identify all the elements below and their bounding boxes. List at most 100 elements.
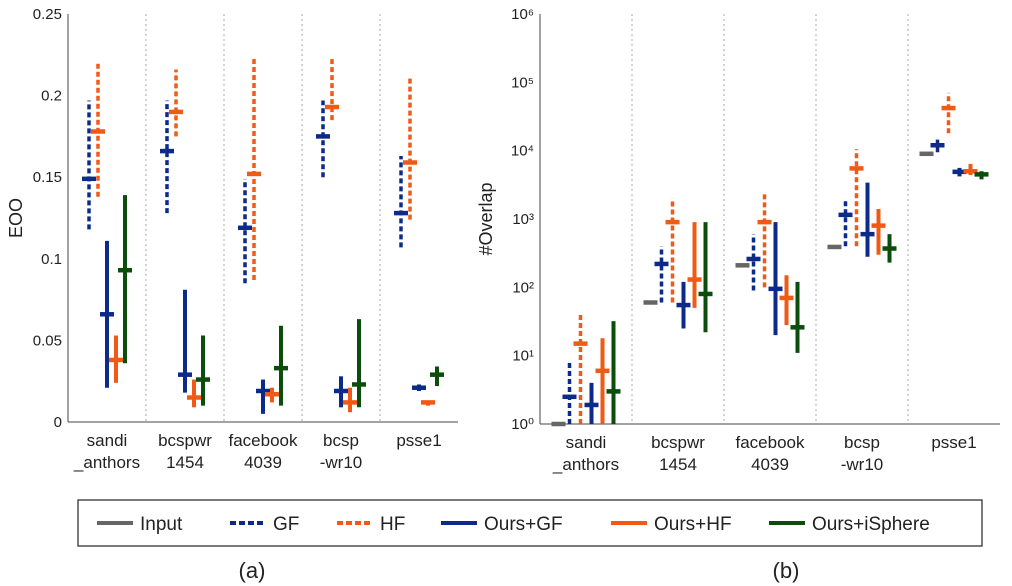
mark-ours-hf: [265, 387, 279, 403]
mark-gf: [238, 178, 252, 284]
legend-item-ours-hf: Ours+HF: [611, 514, 732, 535]
panel-a-eoo-chart: 0 0.05 0.1 0.15 0.2 0.25 EOO sandi _anthors bcspw…: [6, 6, 458, 472]
mark-ours-hf: [187, 379, 201, 408]
y-tick-label: 0.15: [33, 169, 62, 186]
mark-ours-gf: [334, 376, 348, 408]
panel-a-label: (a): [239, 558, 266, 583]
mark-ours-isphere: [352, 319, 366, 408]
legend-item-gf: GF: [230, 514, 299, 535]
mark-ours-isphere: [882, 234, 897, 263]
legend-item-ours-isphere: Ours+iSphere: [769, 514, 930, 535]
mark-hf: [169, 69, 183, 137]
y-tick-label: 10³: [512, 211, 534, 228]
mark-hf: [325, 58, 339, 121]
category-label: psse1: [396, 431, 441, 450]
legend-item-hf: HF: [337, 514, 405, 535]
category-label: -wr10: [841, 455, 884, 474]
category-label: facebook: [229, 431, 298, 450]
mark-hf: [941, 92, 956, 134]
mark-gf: [746, 234, 761, 291]
legend-label: Ours+iSphere: [812, 514, 930, 535]
y-tick-label: 10⁰: [511, 416, 534, 433]
mark-gf: [394, 155, 408, 248]
y-tick-label: 10²: [512, 279, 534, 296]
mark-ours-isphere: [274, 325, 288, 406]
category-label: bcsp: [844, 433, 880, 452]
mark-hf: [91, 61, 105, 197]
mark-ours-isphere: [974, 171, 989, 180]
legend-label: Input: [140, 514, 183, 535]
mark-gf: [82, 100, 96, 230]
y-axis-label: #Overlap: [476, 182, 496, 255]
mark-ours-gf: [676, 281, 691, 329]
mark-gf: [316, 100, 330, 178]
y-tick-label: 0.1: [41, 251, 62, 268]
legend-label: HF: [380, 514, 405, 535]
mark-ours-hf: [779, 275, 794, 326]
legend: Input GF HF Ours+GF Ours+HF Ours+iSphere: [77, 499, 983, 547]
legend-label: GF: [273, 514, 299, 535]
mark-ours-hf: [687, 222, 702, 308]
mark-hf: [757, 193, 772, 288]
mark-ours-gf: [256, 379, 270, 414]
mark-ours-hf: [109, 335, 123, 383]
category-label: bcspwr: [158, 431, 212, 450]
legend-item-input: Input: [97, 514, 183, 535]
y-tick-label: 0.05: [33, 332, 62, 349]
category-label: psse1: [931, 433, 976, 452]
mark-gf: [562, 362, 577, 424]
mark-gf: [838, 198, 853, 247]
category-label: _anthors: [552, 455, 619, 474]
y-tick-label: 10⁴: [511, 143, 534, 160]
mark-hf: [665, 198, 680, 303]
category-label: bcsp: [323, 431, 359, 450]
mark-ours-hf: [595, 338, 610, 424]
mark-ours-gf: [860, 182, 875, 257]
mark-ours-hf: [963, 163, 978, 176]
category-label: -wr10: [320, 453, 363, 472]
category-label: _anthors: [73, 453, 140, 472]
panel-b-overlap-chart: 10⁰ 10¹ 10² 10³ 10⁴ 10⁵ 10⁶ #Overlap sandi _antho…: [476, 6, 1000, 474]
y-tick-label: 10¹: [512, 348, 534, 365]
y-tick-label: 10⁵: [511, 74, 534, 91]
mark-ours-hf: [421, 400, 435, 406]
y-tick-label: 0: [54, 414, 62, 431]
mark-gf: [930, 139, 945, 153]
y-tick-label: 10⁶: [511, 6, 534, 23]
mark-ours-isphere: [196, 335, 210, 406]
category-label: facebook: [736, 433, 805, 452]
category-label: sandi: [87, 431, 128, 450]
y-tick-label: 0.25: [33, 6, 62, 23]
legend-box: [77, 499, 983, 547]
mark-hf: [849, 149, 864, 247]
category-label: 4039: [751, 455, 789, 474]
category-label: bcspwr: [651, 433, 705, 452]
mark-ours-gf: [584, 382, 599, 424]
mark-ours-gf: [100, 240, 114, 388]
y-axis-label: EOO: [6, 198, 26, 238]
legend-label: Ours+GF: [484, 514, 563, 535]
y-tick-label: 0.2: [41, 88, 62, 105]
mark-ours-gf: [178, 289, 192, 393]
mark-ours-isphere: [606, 321, 621, 424]
legend-item-ours-gf: Ours+GF: [441, 514, 563, 535]
panel-b-label: (b): [773, 558, 800, 583]
category-label: sandi: [566, 433, 607, 452]
mark-ours-isphere: [118, 195, 132, 364]
category-label: 1454: [659, 455, 697, 474]
mark-ours-isphere: [430, 366, 444, 387]
mark-ours-gf: [768, 222, 783, 336]
mark-ours-hf: [871, 209, 886, 255]
legend-label: Ours+HF: [654, 514, 732, 535]
mark-ours-isphere: [698, 222, 713, 333]
mark-gf: [160, 100, 174, 214]
mark-hf: [573, 313, 588, 424]
mark-gf: [654, 246, 669, 303]
category-label: 1454: [166, 453, 204, 472]
mark-ours-isphere: [790, 281, 805, 353]
mark-hf: [247, 58, 261, 281]
category-label: 4039: [244, 453, 282, 472]
mark-hf: [403, 76, 417, 220]
mark-ours-hf: [343, 387, 357, 413]
